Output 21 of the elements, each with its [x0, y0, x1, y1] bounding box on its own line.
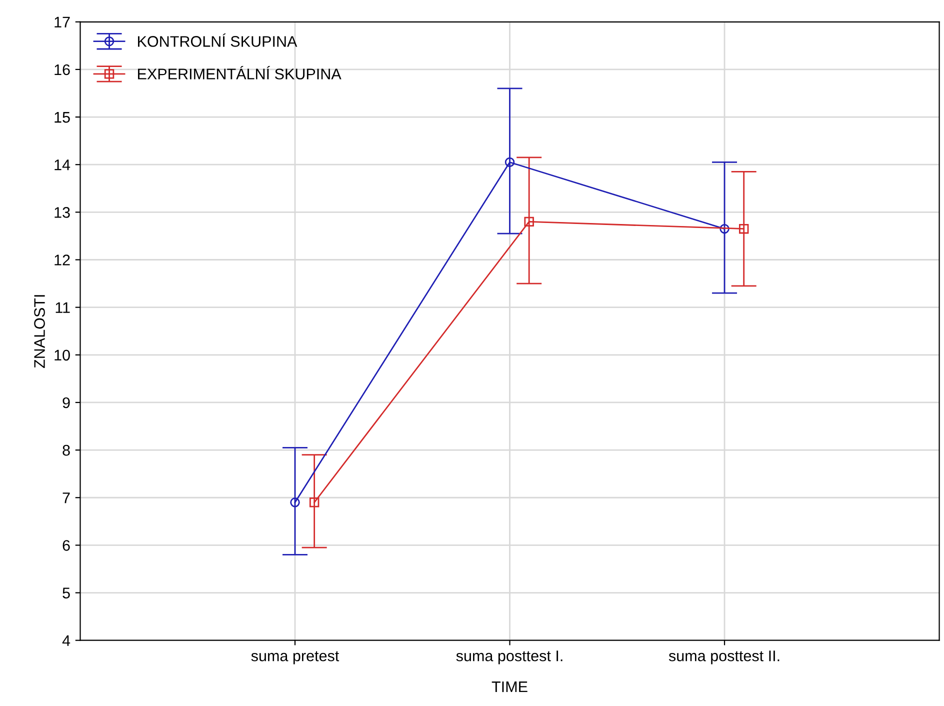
y-tick-label: 6	[62, 540, 70, 551]
x-tick-label: suma posttest II.	[668, 650, 780, 664]
legend-label: KONTROLNÍ SKUPINA	[138, 33, 298, 47]
y-tick-label: 10	[54, 350, 70, 361]
y-tick-label: 17	[54, 16, 70, 28]
y-tick-label: 14	[54, 160, 70, 170]
y-tick-label: 7	[62, 492, 70, 504]
x-axis-title: TIME	[492, 682, 528, 692]
y-tick-label: 11	[56, 302, 70, 313]
y-tick-label: 5	[62, 588, 70, 598]
y-tick-label: 15	[54, 112, 70, 123]
x-tick-label: suma posttest I.	[456, 650, 562, 664]
y-tick-label: 13	[54, 207, 70, 218]
y-tick-label: 12	[54, 254, 70, 266]
y-tick-label: 9	[62, 397, 70, 408]
y-tick-label: 16	[54, 64, 70, 76]
y-tick-label: 8	[62, 444, 70, 456]
legend-label: EXPERIMENTÁLNÍ SKUPINA	[138, 66, 342, 80]
y-tick-label: 4	[62, 635, 70, 646]
y-axis-title: ZNALOSTI	[34, 295, 45, 368]
x-tick-label: suma pretest	[251, 651, 340, 664]
